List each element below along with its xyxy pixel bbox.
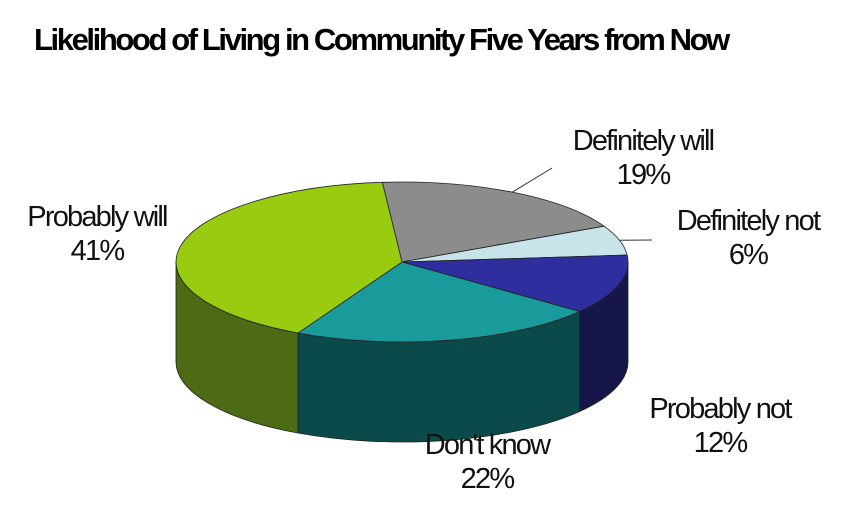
slice-label-definitely-will: Definitely will 19%	[548, 124, 738, 192]
slice-value-definitely-not: 6%	[728, 239, 769, 272]
leader-line-definitely-will	[511, 167, 553, 193]
slice-name-probably-not: Probably not	[649, 393, 792, 425]
slice-name-definitely-will: Definitely will	[572, 125, 715, 157]
chart-title: Likelihood of Living in Community Five Y…	[34, 22, 730, 57]
slice-name-probably-will: Probably will	[27, 201, 168, 233]
slice-value-definitely-will: 19%	[616, 159, 671, 192]
slice-label-definitely-not: Definitely not 6%	[648, 204, 848, 272]
slice-value-dont-know: 22%	[460, 463, 515, 496]
slice-value-probably-will: 41%	[70, 235, 125, 268]
slice-label-probably-will: Probably will 41%	[2, 200, 192, 268]
slice-value-probably-not: 12%	[693, 427, 748, 460]
slice-label-probably-not: Probably not 12%	[630, 392, 810, 460]
slice-label-dont-know: Don't know 22%	[402, 428, 572, 496]
pie-slice-probably-not	[401, 254, 629, 312]
slice-name-dont-know: Don't know	[424, 429, 551, 461]
pie-slice-don-t-know	[296, 261, 581, 343]
slice-name-definitely-not: Definitely not	[676, 205, 821, 237]
pie-slice-probably-will	[175, 181, 403, 334]
